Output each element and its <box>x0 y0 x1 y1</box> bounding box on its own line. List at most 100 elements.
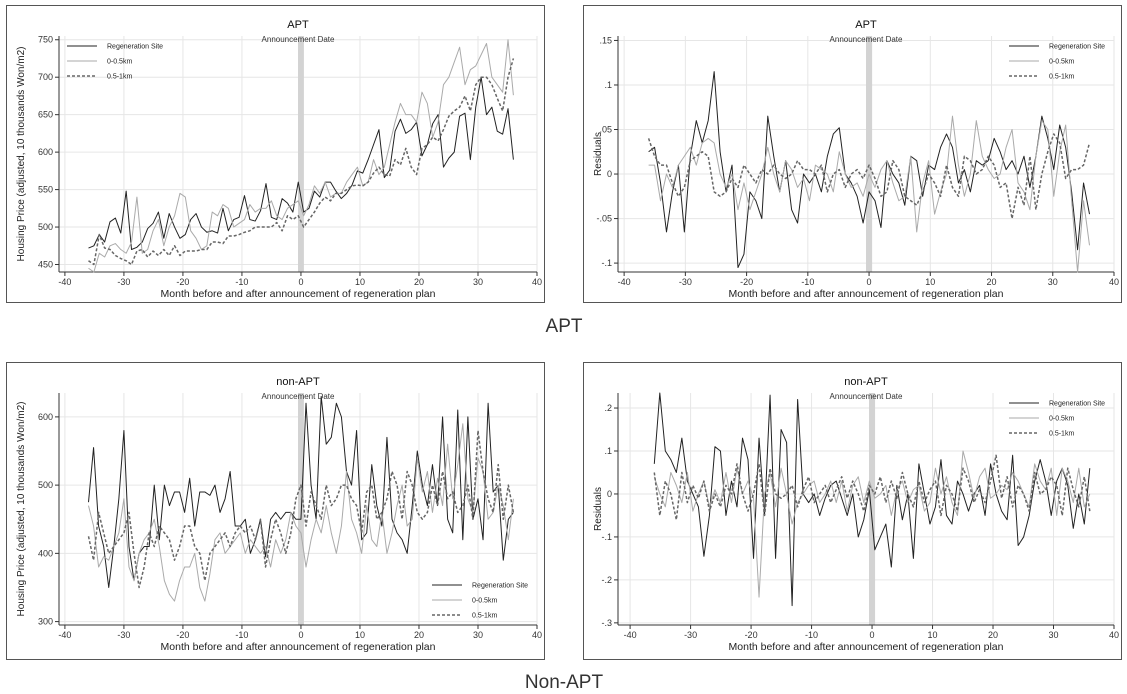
x-axis-label: Month before and after announcement of r… <box>161 641 436 653</box>
y-tick-label: .2 <box>604 403 612 413</box>
y-axis-label: Residuals <box>593 487 604 531</box>
apt-residual-chart-svg: -40 -30 -20 -10 0 10 20 30 40 -.1 -.05 0 .05 .1 .15 APT… <box>593 19 1119 300</box>
y-tick-label: 600 <box>38 147 53 157</box>
chart-subtitle: Announcement Date <box>262 392 335 401</box>
x-tick-label: 30 <box>1048 277 1058 287</box>
y-tick-label: 0 <box>607 169 612 179</box>
x-tick-label: 0 <box>298 277 303 287</box>
x-tick-label: 40 <box>1109 630 1119 640</box>
x-tick-label: -40 <box>624 630 637 640</box>
y-tick-label: -.3 <box>601 618 612 628</box>
announcement-date-band <box>869 393 876 625</box>
x-tick-label: 0 <box>298 630 303 640</box>
chart-subtitle: Announcement Date <box>262 35 335 44</box>
y-tick-label: 400 <box>38 548 53 558</box>
series-line-0-0-5km <box>648 115 1091 273</box>
x-tick-label: -10 <box>235 630 248 640</box>
legend-label: Regeneration Site <box>107 44 163 51</box>
x-tick-label: 10 <box>355 630 365 640</box>
y-tick-label: 500 <box>38 480 53 490</box>
x-tick-label: -30 <box>117 630 130 640</box>
x-tick-label: -10 <box>801 277 814 287</box>
legend-label: 0.5-1km <box>107 74 132 81</box>
nonapt-price-chart: -40 -30 -20 -10 0 10 20 30 40 300 400 500 600 non-APT… <box>6 362 545 660</box>
apt-price-chart: -40 -30 -20 -10 0 10 20 30 40 450 500 550 600 650 700 7… <box>6 5 545 303</box>
chart-title: APT <box>287 19 309 31</box>
x-tick-label: 10 <box>925 277 935 287</box>
legend-label: 0.5-1km <box>472 613 497 620</box>
y-tick-label: .15 <box>599 35 612 45</box>
y-tick-label: -.1 <box>601 258 612 268</box>
legend-label: 0.5-1km <box>1049 74 1074 81</box>
y-tick-label: 500 <box>38 222 53 232</box>
legend-label: 0.5-1km <box>1049 431 1074 438</box>
x-tick-label: 30 <box>473 630 483 640</box>
x-tick-label: -20 <box>176 630 189 640</box>
x-axis-label: Month before and after announcement of r… <box>729 641 1004 653</box>
x-tick-label: 40 <box>1109 277 1119 287</box>
series-line-regeneration-site <box>88 76 514 251</box>
series-line-0-5-1km <box>647 133 1091 220</box>
x-tick-label: -10 <box>235 277 248 287</box>
legend-label: 0-0.5km <box>1049 59 1074 66</box>
x-tick-label: 20 <box>414 277 424 287</box>
series-line-regeneration-site <box>88 395 514 588</box>
y-tick-label: 650 <box>38 110 53 120</box>
y-tick-label: 300 <box>38 617 53 627</box>
series-line-0-0-5km <box>88 423 514 602</box>
y-tick-label: .1 <box>604 446 612 456</box>
x-tick-label: 0 <box>870 630 875 640</box>
y-tick-label: 750 <box>38 35 53 45</box>
y-tick-label: -.1 <box>601 532 612 542</box>
chart-subtitle: Announcement Date <box>830 35 903 44</box>
series-line-0-5-1km <box>88 58 515 266</box>
x-tick-label: 0 <box>867 277 872 287</box>
x-tick-label: 40 <box>532 277 542 287</box>
y-tick-label: .05 <box>599 125 612 135</box>
y-tick-label: -.2 <box>601 575 612 585</box>
x-tick-label: -40 <box>58 630 71 640</box>
x-tick-label: 10 <box>928 630 938 640</box>
caption-non-apt: Non-APT <box>524 672 604 693</box>
y-tick-label: 600 <box>38 412 53 422</box>
chart-subtitle: Announcement Date <box>830 392 903 401</box>
legend-label: Regeneration Site <box>1049 44 1105 51</box>
y-axis-label: Housing Price (adjusted, 10 thousands Wo… <box>16 47 27 262</box>
x-tick-label: -10 <box>805 630 818 640</box>
x-tick-label: -40 <box>618 277 631 287</box>
x-tick-label: -30 <box>684 630 697 640</box>
y-tick-label: 450 <box>38 260 53 270</box>
chart-title: non-APT <box>276 376 320 388</box>
x-tick-label: -40 <box>58 277 71 287</box>
x-tick-label: -20 <box>745 630 758 640</box>
x-tick-label: 30 <box>473 277 483 287</box>
x-axis-label: Month before and after announcement of r… <box>161 288 436 300</box>
nonapt-residual-chart-svg: -40 -30 -20 -10 0 10 20 30 40 -.3 -.2 -.1 0 .1 .2 non-A… <box>593 376 1119 653</box>
x-tick-label: 20 <box>414 630 424 640</box>
legend-label: 0-0.5km <box>1049 416 1074 423</box>
apt-price-chart-svg: -40 -30 -20 -10 0 10 20 30 40 450 500 550 600 650 700 7… <box>16 19 542 300</box>
y-axis-label: Residuals <box>593 132 604 176</box>
x-tick-label: -20 <box>176 277 189 287</box>
x-tick-label: -30 <box>679 277 692 287</box>
caption-apt: APT <box>545 316 583 337</box>
nonapt-price-chart-svg: -40 -30 -20 -10 0 10 20 30 40 300 400 500 600 non-APT… <box>16 376 542 653</box>
y-tick-label: 550 <box>38 185 53 195</box>
nonapt-residual-chart: -40 -30 -20 -10 0 10 20 30 40 -.3 -.2 -.1 0 .1 .2 non-A… <box>583 362 1122 660</box>
series-line-0-5-1km <box>653 454 1091 521</box>
x-tick-label: -30 <box>117 277 130 287</box>
announcement-date-band <box>298 36 304 272</box>
legend-label: Regeneration Site <box>1049 401 1105 408</box>
announcement-date-band <box>866 36 873 272</box>
x-tick-label: -20 <box>740 277 753 287</box>
x-tick-label: 30 <box>1049 630 1059 640</box>
chart-title: APT <box>855 19 877 31</box>
chart-title: non-APT <box>844 376 888 388</box>
y-tick-label: 700 <box>38 72 53 82</box>
x-tick-label: 40 <box>532 630 542 640</box>
legend-label: 0-0.5km <box>107 59 132 66</box>
x-tick-label: 20 <box>988 630 998 640</box>
legend-label: 0-0.5km <box>472 598 497 605</box>
series-line-0-5-1km <box>87 429 515 589</box>
y-tick-label: .1 <box>604 80 612 90</box>
